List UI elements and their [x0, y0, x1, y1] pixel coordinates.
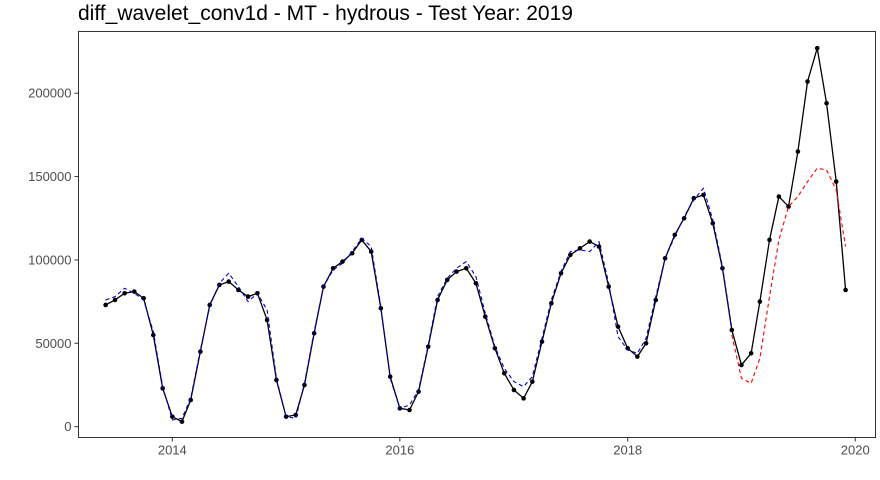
series-0-point [757, 299, 763, 304]
series-0-point [805, 79, 810, 84]
series-0-point [463, 265, 469, 271]
series-0-point [501, 371, 507, 376]
chart-title: diff_wavelet_conv1d - MT - hydrous - Tes… [78, 2, 573, 25]
series-0-point [349, 250, 355, 256]
series-0-point [539, 339, 545, 344]
series-0-point [635, 354, 640, 359]
series-0-point [710, 220, 716, 226]
series-0-point [577, 245, 583, 251]
y-tick-label: 150000 [28, 169, 71, 184]
series-0-point [691, 195, 697, 201]
series-0-point [833, 179, 839, 184]
series-0-point [653, 297, 659, 303]
x-tick-label: 2014 [158, 443, 187, 458]
series-0-point [378, 305, 384, 311]
series-0-point [302, 382, 307, 388]
series-0-point [643, 340, 649, 346]
series-0-point [521, 396, 526, 401]
series-0-point [103, 302, 108, 308]
series-0-point [814, 45, 820, 51]
series-0-point [625, 345, 631, 351]
series-0-point [425, 344, 431, 349]
axes: 0 50000 100000 150000 200000 2014 2016 2018 2020 [28, 86, 870, 458]
series-0-point [435, 297, 440, 303]
series-1-line [105, 187, 733, 421]
y-tick-label: 0 [64, 419, 71, 434]
series-0-point [492, 345, 498, 351]
series-0-point [615, 324, 621, 329]
series-0-point [293, 412, 299, 418]
series-0-point [729, 327, 735, 333]
series-0-point [739, 362, 744, 368]
series-0-point [606, 284, 611, 289]
series-0-point [672, 232, 678, 238]
y-tick-label: 50000 [35, 336, 71, 351]
x-tick-label: 2020 [841, 443, 870, 458]
series-0-point [387, 374, 393, 379]
series-0-point [767, 237, 772, 243]
series-0-point [568, 252, 573, 258]
series-0-point [587, 239, 592, 244]
series-0-point [179, 419, 185, 424]
series-0-point [454, 269, 459, 274]
series-0-point [511, 387, 517, 393]
x-tick-label: 2016 [385, 443, 414, 458]
series-0-point [112, 297, 118, 303]
series-0-point [131, 289, 137, 294]
series-0-point [530, 379, 535, 384]
series-0-point [226, 279, 232, 284]
y-tick-label: 200000 [28, 86, 71, 101]
series-0-point [122, 290, 127, 296]
series-0-point [245, 294, 251, 299]
series-0-point [151, 332, 156, 338]
series-0-point [824, 100, 829, 106]
series-0-point [843, 287, 848, 293]
series-0-line [105, 47, 847, 423]
series-0-point [340, 259, 345, 264]
series-0-point [558, 270, 564, 276]
series-0-point [748, 350, 754, 356]
series-0-point [776, 194, 782, 199]
series-0-point [407, 407, 412, 413]
series-0-point [473, 280, 479, 286]
plot-panel-border [78, 31, 876, 438]
series-2-line [731, 167, 847, 384]
y-tick-label: 100000 [28, 252, 71, 267]
series-0-point [416, 389, 421, 394]
x-tick-label: 2018 [613, 443, 642, 458]
series-layer [103, 45, 848, 424]
series-0-point [795, 149, 801, 154]
